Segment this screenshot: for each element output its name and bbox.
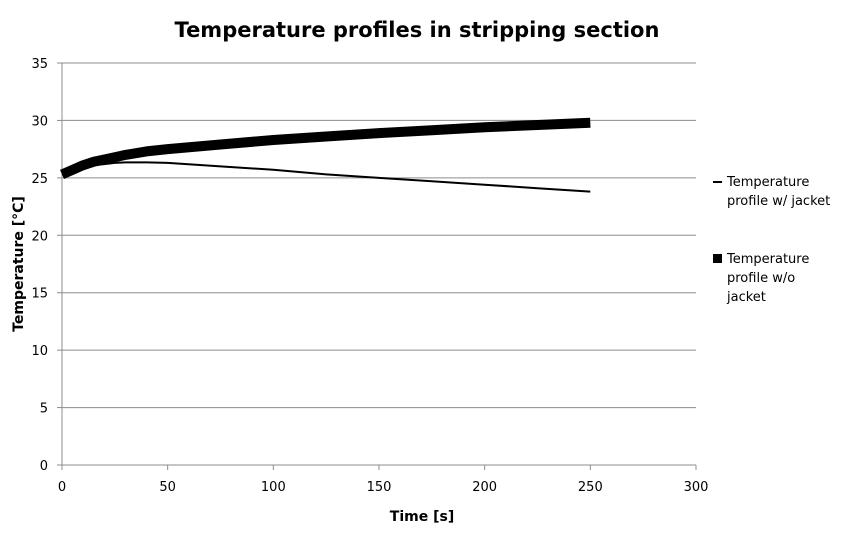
legend-swatch [713, 254, 722, 263]
series-line-2 [60, 117, 591, 179]
legend-label: Temperature profile w/ jacket [726, 175, 830, 209]
legend-label: Temperature profile w/o jacket [726, 252, 809, 305]
x-tick-label: 0 [58, 480, 66, 495]
legend: Temperature profile w/ jacket Temperature p… [713, 175, 830, 305]
plot-area [61, 63, 696, 466]
gridlines [62, 62, 696, 409]
x-axis-title: Time [s] [390, 509, 454, 525]
legend-item-1: Temperature profile w/ jacket [713, 175, 830, 209]
y-tick-label: 15 [31, 287, 48, 302]
x-tick-label: 250 [578, 480, 603, 495]
y-tick-label: 25 [31, 172, 48, 187]
y-axis-title: Temperature [°C] [11, 196, 27, 332]
y-tick-label: 0 [40, 459, 48, 474]
x-tick-label: 100 [261, 480, 286, 495]
y-tick-label: 30 [31, 114, 48, 129]
x-tick-label: 150 [367, 480, 392, 495]
series-lines [60, 117, 591, 193]
y-tick-label: 20 [31, 229, 48, 244]
chart-title: Temperature profiles in stripping sectio… [175, 18, 660, 42]
x-tick-label: 300 [684, 480, 709, 495]
y-axis-ticks: 0 5 10 15 20 25 30 35 [31, 57, 62, 474]
x-tick-label: 200 [472, 480, 497, 495]
x-tick-label: 50 [159, 480, 176, 495]
series-line-1 [61, 161, 591, 193]
y-tick-label: 35 [31, 57, 48, 72]
y-tick-label: 10 [31, 344, 48, 359]
y-tick-label: 5 [40, 402, 48, 417]
x-axis-ticks: 0 50 100 150 200 250 300 [58, 465, 709, 495]
legend-item-2: Temperature profile w/o jacket [713, 252, 809, 305]
